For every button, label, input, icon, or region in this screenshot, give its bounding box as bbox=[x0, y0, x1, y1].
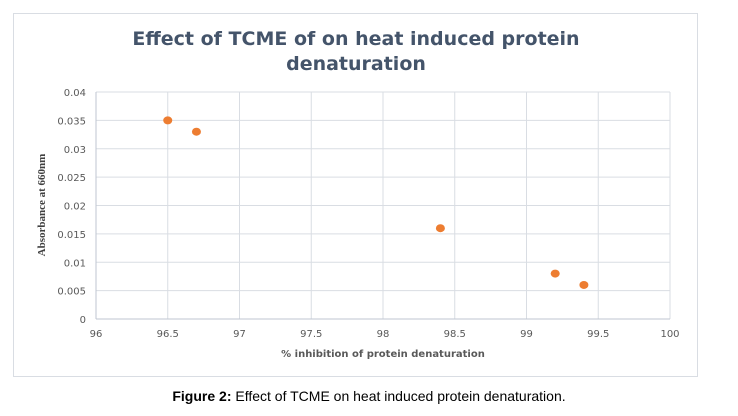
x-tick-label: 98.5 bbox=[444, 329, 466, 340]
x-tick-label: 96.5 bbox=[157, 329, 179, 340]
x-tick-label: 99 bbox=[520, 329, 533, 340]
y-tick-label: 0.005 bbox=[57, 287, 86, 298]
axes bbox=[95, 92, 670, 320]
figure-caption-label: Figure 2: bbox=[172, 388, 232, 404]
gridlines bbox=[96, 91, 671, 319]
x-tick-label: 96 bbox=[90, 329, 103, 340]
x-tick-label: 97.5 bbox=[300, 329, 322, 340]
chart-title-line-2: denaturation bbox=[286, 53, 426, 75]
data-point bbox=[163, 116, 173, 125]
y-tick-label: 0 bbox=[80, 315, 86, 326]
figure-caption: Figure 2: Effect of TCME on heat induced… bbox=[0, 388, 738, 404]
x-tick-label: 99.5 bbox=[587, 329, 609, 340]
y-tick-label: 0.035 bbox=[57, 116, 86, 127]
data-point bbox=[550, 269, 560, 278]
y-tick-label: 0.025 bbox=[57, 173, 86, 184]
data-point bbox=[191, 127, 201, 136]
x-tick-label: 97 bbox=[233, 329, 246, 340]
y-axis-label: Absorbance at 660nm bbox=[36, 154, 48, 257]
y-tick-label: 0.015 bbox=[57, 230, 86, 241]
data-point bbox=[435, 224, 445, 233]
x-tick-label: 100 bbox=[660, 329, 679, 340]
data-point bbox=[579, 280, 589, 289]
y-tick-label: 0.02 bbox=[64, 202, 86, 213]
chart-title-line-1: Effect of TCME of on heat induced protei… bbox=[132, 28, 579, 50]
x-tick-labels: 96 96.5 97 97.5 98 98.5 99 99.5 100 bbox=[90, 329, 680, 340]
y-tick-label: 0.01 bbox=[64, 258, 86, 269]
y-tick-label: 0.04 bbox=[64, 88, 86, 99]
y-tick-label: 0.03 bbox=[64, 145, 86, 156]
figure-caption-text: Effect of TCME on heat induced protein d… bbox=[231, 388, 566, 404]
y-tick-labels: 0 0.005 0.01 0.015 0.02 0.025 0.03 0.035 0.04 bbox=[57, 88, 86, 326]
chart-frame bbox=[13, 13, 698, 377]
x-tick-label: 98 bbox=[377, 329, 390, 340]
x-axis-label: % inhibition of protein denaturation bbox=[281, 349, 485, 360]
scatter-chart: 0 0.005 0.01 0.015 0.02 0.025 0.03 0.035 0.04 96… bbox=[36, 28, 680, 360]
data-points bbox=[163, 116, 589, 289]
